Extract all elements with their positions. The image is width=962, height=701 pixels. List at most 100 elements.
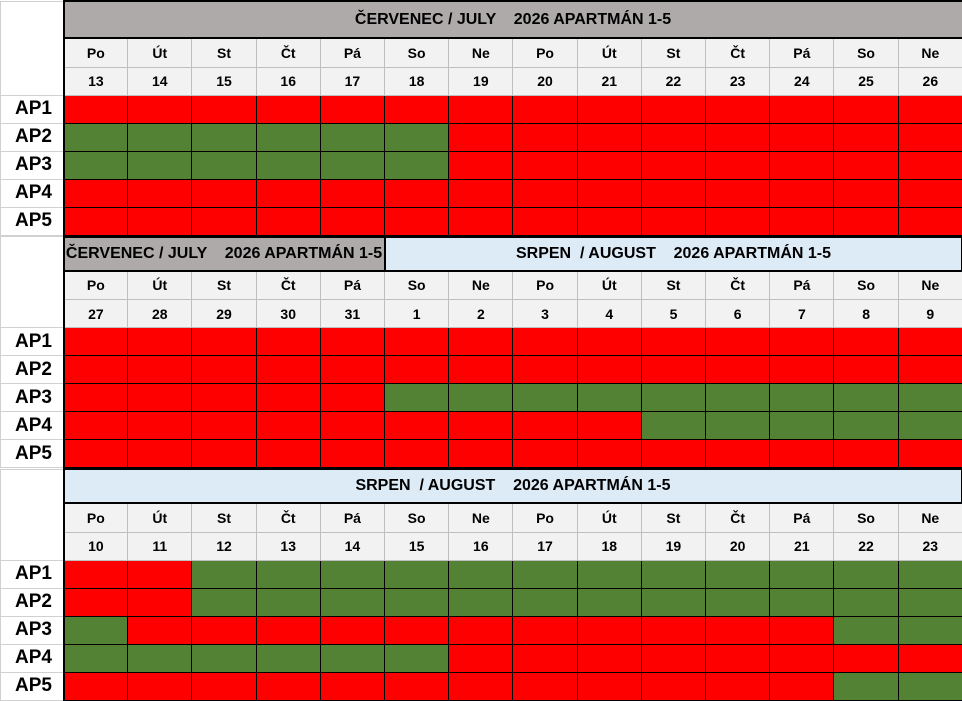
cell-booked[interactable] [898,95,962,123]
cell-free[interactable] [64,123,128,151]
cell-booked[interactable] [834,95,898,123]
cell-booked[interactable] [641,672,705,700]
cell-booked[interactable] [64,384,128,412]
cell-booked[interactable] [385,616,449,644]
cell-booked[interactable] [320,328,384,356]
cell-booked[interactable] [770,179,834,207]
cell-booked[interactable] [770,151,834,179]
cell-booked[interactable] [577,440,641,468]
cell-booked[interactable] [256,412,320,440]
cell-free[interactable] [770,588,834,616]
cell-booked[interactable] [449,412,513,440]
cell-free[interactable] [834,616,898,644]
cell-booked[interactable] [577,616,641,644]
cell-free[interactable] [385,644,449,672]
cell-booked[interactable] [641,328,705,356]
cell-free[interactable] [385,560,449,588]
cell-free[interactable] [834,412,898,440]
cell-free[interactable] [770,412,834,440]
cell-booked[interactable] [641,207,705,235]
cell-booked[interactable] [385,207,449,235]
cell-booked[interactable] [128,412,192,440]
cell-booked[interactable] [577,412,641,440]
cell-booked[interactable] [64,588,128,616]
cell-booked[interactable] [513,412,577,440]
cell-free[interactable] [256,588,320,616]
cell-booked[interactable] [706,356,770,384]
cell-booked[interactable] [64,179,128,207]
cell-booked[interactable] [770,207,834,235]
cell-booked[interactable] [320,616,384,644]
cell-booked[interactable] [706,440,770,468]
cell-booked[interactable] [385,95,449,123]
cell-booked[interactable] [641,179,705,207]
cell-booked[interactable] [706,151,770,179]
cell-free[interactable] [834,384,898,412]
cell-booked[interactable] [192,440,256,468]
cell-booked[interactable] [449,123,513,151]
cell-booked[interactable] [385,672,449,700]
cell-booked[interactable] [898,356,962,384]
cell-free[interactable] [192,560,256,588]
cell-booked[interactable] [641,123,705,151]
cell-free[interactable] [513,588,577,616]
cell-booked[interactable] [834,123,898,151]
cell-booked[interactable] [706,616,770,644]
cell-booked[interactable] [577,179,641,207]
cell-booked[interactable] [385,328,449,356]
cell-booked[interactable] [449,616,513,644]
cell-free[interactable] [128,123,192,151]
cell-booked[interactable] [256,672,320,700]
cell-booked[interactable] [513,616,577,644]
cell-free[interactable] [577,384,641,412]
cell-free[interactable] [706,384,770,412]
cell-free[interactable] [385,151,449,179]
cell-booked[interactable] [192,616,256,644]
cell-booked[interactable] [449,95,513,123]
cell-booked[interactable] [834,207,898,235]
cell-booked[interactable] [128,328,192,356]
cell-free[interactable] [834,560,898,588]
cell-booked[interactable] [834,179,898,207]
cell-booked[interactable] [770,440,834,468]
cell-booked[interactable] [128,384,192,412]
cell-booked[interactable] [128,588,192,616]
cell-booked[interactable] [513,440,577,468]
cell-booked[interactable] [641,616,705,644]
cell-free[interactable] [64,616,128,644]
cell-booked[interactable] [320,384,384,412]
cell-booked[interactable] [513,644,577,672]
cell-free[interactable] [449,560,513,588]
cell-free[interactable] [641,560,705,588]
cell-booked[interactable] [770,672,834,700]
cell-booked[interactable] [192,95,256,123]
cell-booked[interactable] [449,151,513,179]
cell-booked[interactable] [449,179,513,207]
cell-free[interactable] [706,412,770,440]
cell-booked[interactable] [641,356,705,384]
cell-booked[interactable] [128,560,192,588]
cell-booked[interactable] [513,179,577,207]
cell-booked[interactable] [706,328,770,356]
cell-booked[interactable] [577,644,641,672]
cell-booked[interactable] [770,616,834,644]
cell-booked[interactable] [513,123,577,151]
cell-booked[interactable] [192,179,256,207]
cell-free[interactable] [320,151,384,179]
cell-booked[interactable] [256,179,320,207]
cell-booked[interactable] [128,356,192,384]
cell-booked[interactable] [64,412,128,440]
cell-booked[interactable] [513,207,577,235]
cell-booked[interactable] [192,672,256,700]
cell-booked[interactable] [898,644,962,672]
cell-booked[interactable] [834,151,898,179]
cell-booked[interactable] [256,440,320,468]
cell-free[interactable] [513,560,577,588]
cell-booked[interactable] [320,412,384,440]
cell-booked[interactable] [513,151,577,179]
cell-free[interactable] [449,588,513,616]
cell-booked[interactable] [449,440,513,468]
cell-booked[interactable] [128,95,192,123]
cell-booked[interactable] [128,440,192,468]
cell-booked[interactable] [706,644,770,672]
